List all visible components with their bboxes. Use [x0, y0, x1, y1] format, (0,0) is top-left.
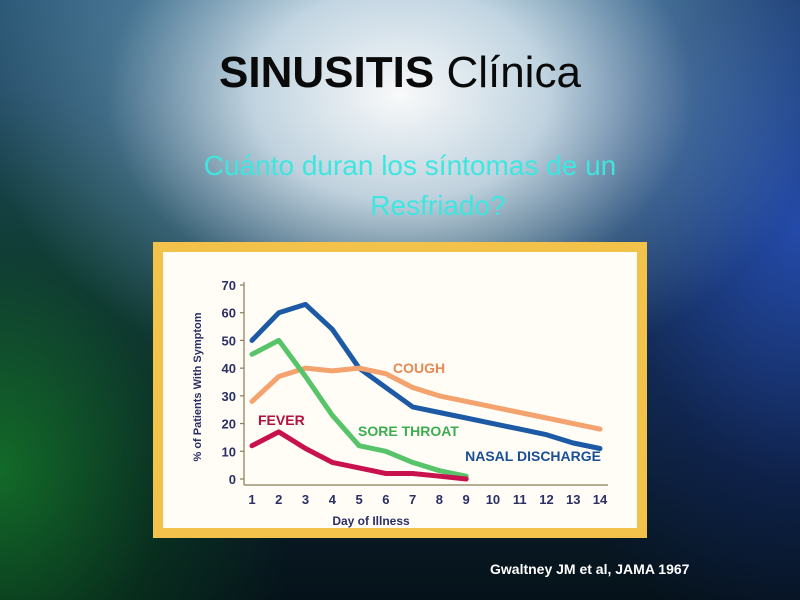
- x-tick-label: 1: [248, 492, 255, 507]
- series-line-nasal-discharge: [249, 301, 603, 451]
- x-tick-label: 8: [436, 492, 443, 507]
- y-tick-label: 70: [222, 278, 236, 293]
- x-tick-label: 5: [355, 492, 362, 507]
- x-tick-label: 12: [539, 492, 553, 507]
- chart-axes: [240, 282, 608, 486]
- x-tick-label: 13: [566, 492, 580, 507]
- subtitle-line-1: Cuánto duran los síntomas de un: [203, 150, 617, 181]
- y-tick-label: 60: [222, 306, 236, 321]
- x-tick-label: 10: [486, 492, 500, 507]
- series-line-fever: [249, 429, 469, 482]
- series-label-sore-throat: SORE THROAT: [358, 423, 459, 439]
- series-label-nasal-discharge: NASAL DISCHARGE: [465, 448, 601, 464]
- citation: Gwaltney JM et al, JAMA 1967: [490, 561, 690, 577]
- x-tick-labels: 1 2 3 4 5 6 7 8 9 10 11 12 13 14: [248, 492, 608, 507]
- x-tick-label: 7: [409, 492, 416, 507]
- title-rest: Clínica: [446, 48, 581, 97]
- x-tick-label: 4: [329, 492, 337, 507]
- x-tick-label: 3: [302, 492, 309, 507]
- series-line-cough: [249, 365, 603, 432]
- x-tick-label: 9: [463, 492, 470, 507]
- slide-subtitle: Cuánto duran los síntomas de un Resfriad…: [130, 146, 690, 226]
- y-tick-label: 10: [222, 444, 236, 459]
- series-line-sore-throat: [249, 337, 469, 479]
- chart-panel: 0 10 20 30 40 50 60 70 1 2 3 4 5 6 7 8 9 10 11 12 13 14 NASA…: [163, 252, 637, 528]
- series-label-cough: COUGH: [393, 360, 445, 376]
- x-tick-label: 2: [275, 492, 282, 507]
- y-tick-label: 40: [222, 361, 236, 376]
- x-tick-label: 11: [513, 492, 527, 507]
- chart-series: [249, 301, 603, 482]
- chart-frame: 0 10 20 30 40 50 60 70 1 2 3 4 5 6 7 8 9 10 11 12 13 14 NASA…: [153, 242, 647, 538]
- y-tick-label: 30: [222, 389, 236, 404]
- series-labels: NASAL DISCHARGE COUGH SORE THROAT FEVER: [258, 360, 601, 464]
- x-tick-label: 14: [593, 492, 608, 507]
- x-axis-label: Day of Illness: [332, 514, 410, 528]
- y-axis-label: % of Patients With Symptom: [192, 312, 204, 461]
- series-label-fever: FEVER: [258, 412, 305, 428]
- y-tick-labels: 0 10 20 30 40 50 60 70: [222, 278, 236, 487]
- y-tick-label: 20: [222, 417, 236, 432]
- y-tick-label: 0: [229, 472, 236, 487]
- subtitle-line-2: Resfriado?: [370, 190, 506, 221]
- slide-title: SINUSITIS Clínica: [0, 48, 800, 98]
- x-tick-label: 6: [382, 492, 389, 507]
- title-bold: SINUSITIS: [219, 48, 435, 97]
- y-tick-label: 50: [222, 333, 236, 348]
